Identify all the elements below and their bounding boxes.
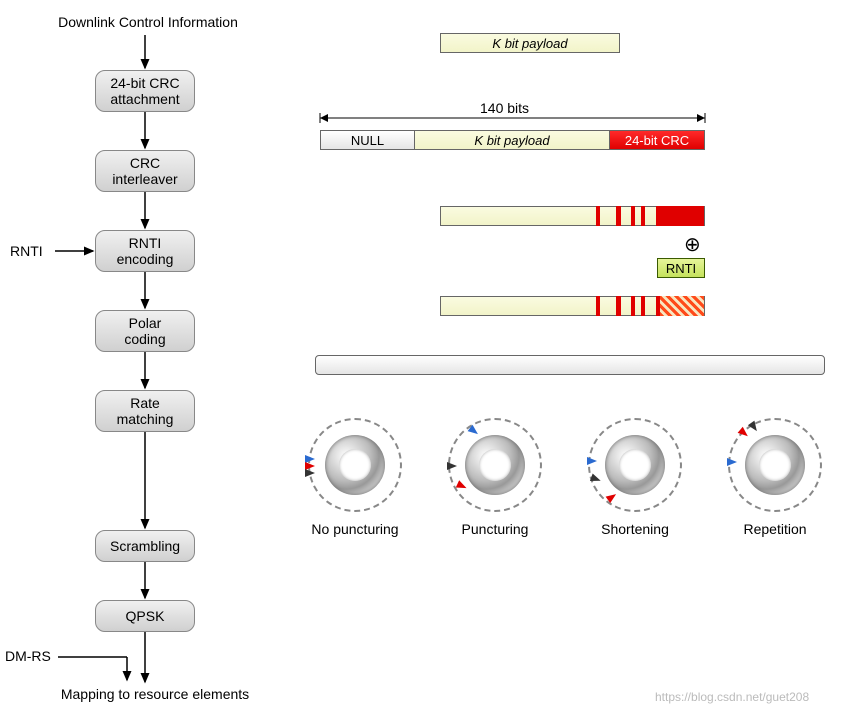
box-label: Scrambling	[110, 538, 180, 554]
watermark: https://blog.csdn.net/guet208	[655, 690, 809, 704]
box-scrambling: Scrambling	[95, 530, 195, 562]
end-label: Mapping to resource elements	[55, 686, 255, 702]
bar-label: NULL	[351, 133, 384, 148]
width-140-label: 140 bits	[480, 100, 529, 116]
bar-row2: NULL K bit payload 24-bit CRC	[320, 130, 705, 150]
box-label: QPSK	[126, 608, 165, 624]
bar-k-bit-2: K bit payload	[415, 130, 610, 150]
rnti-badge-label: RNTI	[666, 261, 696, 276]
bar-k-bit-1: K bit payload	[440, 33, 620, 53]
box-label: 24-bit CRC attachment	[110, 75, 179, 107]
rnti-badge: RNTI	[657, 258, 705, 278]
dmrs-input-label: DM-RS	[5, 648, 51, 664]
xor-icon: ⊕	[684, 232, 701, 257]
box-crc-interleaver: CRC interleaver	[95, 150, 195, 192]
bar-24crc: 24-bit CRC	[610, 130, 705, 150]
box-label: CRC interleaver	[112, 155, 177, 187]
bar-label: 24-bit CRC	[625, 133, 689, 148]
bar-polar-output	[315, 355, 825, 375]
bar-interleaved	[440, 206, 705, 226]
ring-label: Repetition	[710, 521, 840, 537]
ring-label: No puncturing	[290, 521, 420, 537]
box-rate-matching: Rate matching	[95, 390, 195, 432]
box-label: Polar coding	[124, 315, 165, 347]
ring-label: Puncturing	[430, 521, 560, 537]
box-rnti-encoding: RNTI encoding	[95, 230, 195, 272]
box-qpsk: QPSK	[95, 600, 195, 632]
ring-no-puncturing: No puncturing	[290, 415, 420, 537]
ring-label: Shortening	[570, 521, 700, 537]
bar-label: K bit payload	[492, 36, 567, 51]
ring-puncturing: Puncturing	[430, 415, 560, 537]
box-label: RNTI encoding	[117, 235, 174, 267]
ring-repetition: Repetition	[710, 415, 840, 537]
box-crc-attach: 24-bit CRC attachment	[95, 70, 195, 112]
rnti-input-label: RNTI	[10, 243, 43, 259]
bar-null: NULL	[320, 130, 415, 150]
flow-title: Downlink Control Information	[48, 14, 248, 30]
bar-label: K bit payload	[474, 133, 549, 148]
bar-rnti-encoded	[440, 296, 705, 316]
ring-shortening: Shortening	[570, 415, 700, 537]
box-polar-coding: Polar coding	[95, 310, 195, 352]
box-label: Rate matching	[117, 395, 174, 427]
